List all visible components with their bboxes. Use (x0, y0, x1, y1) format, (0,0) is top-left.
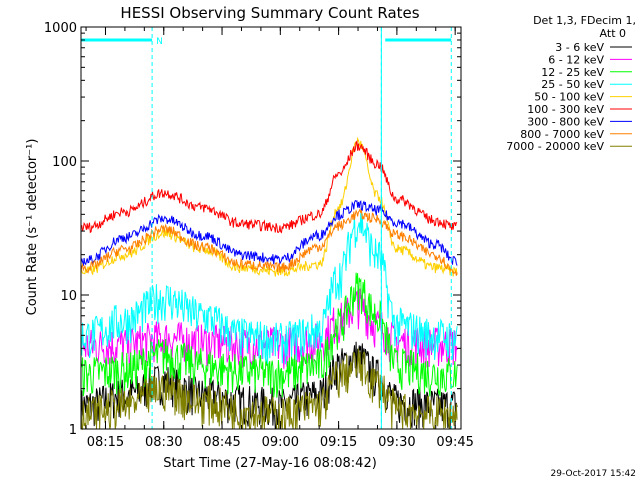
legend-entry-label: 7000 - 20000 keV (506, 140, 604, 153)
axis-layer: 1 10 100 1000 08:15 08:30 08:45 09:00 09:15 09:30… (44, 21, 474, 450)
chart-title: HESSI Observing Summary Count Rates (120, 4, 419, 22)
series-line-2 (80, 272, 458, 398)
x-axis-label: Start Time (27-May-16 08:08:42) (163, 456, 377, 471)
x-tick-label: 09:45 (436, 435, 473, 450)
y-tick-label: 10 (60, 289, 77, 304)
series-line-4 (80, 136, 458, 277)
series-line-6 (80, 199, 458, 267)
legend-entry-label: 300 - 800 keV (527, 115, 604, 128)
x-tick-label: 09:15 (320, 435, 357, 450)
flag-label: N (156, 37, 163, 47)
series-line-8 (80, 348, 458, 431)
series-line-3 (80, 212, 458, 365)
x-tick-label: 09:00 (262, 435, 299, 450)
plot-frame (80, 26, 462, 430)
series-line-5 (80, 140, 458, 234)
legend-header-line-2: Att 0 (600, 27, 626, 40)
y-tick-label: 1000 (44, 21, 77, 36)
legend-entry-label: 25 - 50 keV (541, 78, 604, 91)
legend-entry-label: 3 - 6 keV (555, 41, 604, 54)
x-tick-label: 09:30 (378, 435, 415, 450)
legend-entry-label: 50 - 100 keV (534, 91, 604, 104)
y-axis-label: Count Rate (s⁻¹ detector⁻¹) (25, 139, 40, 316)
legend-entry-label: 800 - 7000 keV (520, 128, 604, 141)
legend-entry-label: 12 - 25 keV (541, 66, 604, 79)
legend-header-line-1: Det 1,3, FDecim 1, (533, 14, 636, 27)
timestamp: 29-Oct-2017 15:42 (551, 469, 636, 479)
y-tick-label: 100 (52, 155, 77, 170)
legend-entry-label: 100 - 300 keV (527, 103, 604, 116)
x-tick-label: 08:15 (87, 435, 124, 450)
x-tick-label: 08:30 (145, 435, 182, 450)
x-tick-label: 08:45 (203, 435, 240, 450)
y-tick-label: 1 (69, 423, 77, 438)
legend-entry-label: 6 - 12 keV (548, 53, 604, 66)
series-line-7 (80, 207, 458, 276)
series-layer (80, 136, 458, 431)
